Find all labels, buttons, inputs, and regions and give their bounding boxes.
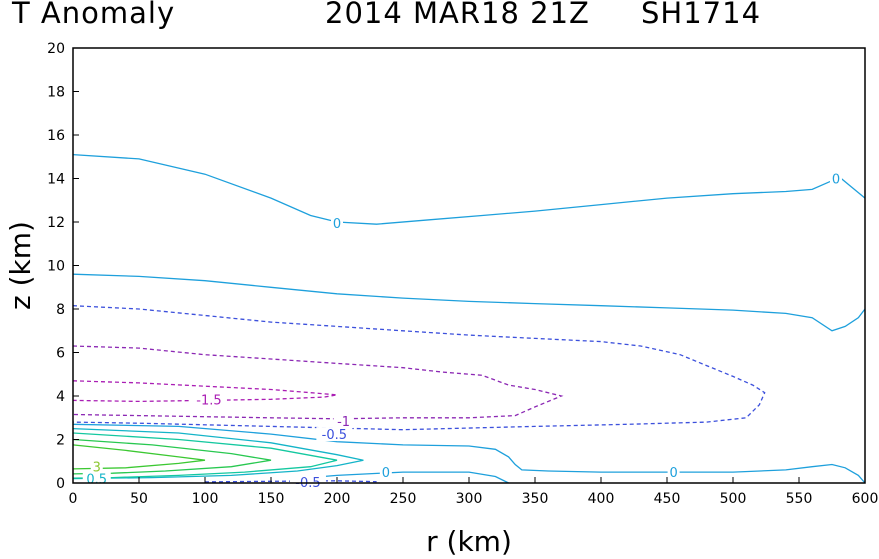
y-axis-label: z (km) xyxy=(4,221,37,310)
x-tick-label: 500 xyxy=(720,491,747,507)
x-tick-label: 150 xyxy=(258,491,285,507)
contour-line-0 xyxy=(72,153,866,225)
contour-label-0: 0 xyxy=(333,217,341,232)
contour-label-4: -1.5 xyxy=(196,393,221,408)
title-date: 2014 MAR18 21Z xyxy=(325,0,590,30)
y-tick-label: 12 xyxy=(47,215,65,231)
contour-label-bg-0 xyxy=(331,216,343,231)
contour-label-9: 0.5 xyxy=(86,473,107,488)
x-tick-label: 50 xyxy=(130,491,148,507)
contour-label-bg-9 xyxy=(82,471,111,486)
x-axis-ticks: 0 50 100 150 200 250 300 350 400 450 500 550 600 xyxy=(69,477,879,507)
contour-label-bg-5 xyxy=(333,414,354,429)
x-tick-label: 0 xyxy=(69,491,78,507)
x-tick-label: 100 xyxy=(192,491,219,507)
contour-label-6: -0.5 xyxy=(322,428,347,443)
y-tick-label: 18 xyxy=(47,85,65,101)
x-tick-label: 550 xyxy=(786,491,813,507)
y-tick-label: 6 xyxy=(56,346,65,362)
contour-label-bg-8 xyxy=(90,459,103,474)
contour-label-bg-3 xyxy=(667,465,680,480)
contour-label-8: 3 xyxy=(93,461,101,476)
contour-line-1 xyxy=(72,273,866,332)
title-variable: T Anomaly xyxy=(12,0,176,30)
y-tick-label: 16 xyxy=(47,128,65,144)
x-tick-label: 200 xyxy=(324,491,351,507)
contour-line-9 xyxy=(72,438,272,475)
contour-line-7 xyxy=(72,427,364,480)
y-tick-label: 8 xyxy=(56,302,65,318)
x-tick-label: 400 xyxy=(588,491,615,507)
x-tick-label: 450 xyxy=(654,491,681,507)
contour-label-bg-7 xyxy=(289,474,326,489)
contour-line-10 xyxy=(72,444,206,470)
contour-line-6 xyxy=(297,471,509,484)
contour-line-2 xyxy=(72,305,766,431)
x-tick-label: 300 xyxy=(456,491,483,507)
contour-label-3: 0 xyxy=(669,466,677,481)
y-tick-label: 4 xyxy=(56,389,65,405)
y-tick-label: 14 xyxy=(47,172,65,188)
contour-line-5 xyxy=(72,423,866,484)
contour-labels: 000 0-1.5-1-0.5-0.530.5 xyxy=(82,171,842,491)
y-axis-ticks: 0 2 4 6 8 10 12 14 16 18 20 xyxy=(47,41,79,492)
contour-label-1: 0 xyxy=(832,173,840,188)
plot-title: T Anomaly 2014 MAR18 21Z SH1714 xyxy=(12,0,872,36)
x-tick-label: 350 xyxy=(522,491,549,507)
x-axis-label: r (km) xyxy=(426,525,512,558)
contour-label-bg-4 xyxy=(190,392,227,407)
x-tick-label: 600 xyxy=(852,491,879,507)
contour-label-bg-1 xyxy=(829,171,842,186)
contour-label-5: -1 xyxy=(337,415,350,430)
title-storm: SH1714 xyxy=(641,0,762,30)
y-tick-label: 20 xyxy=(47,41,65,57)
contour-line-8 xyxy=(72,432,338,479)
y-tick-label: 0 xyxy=(56,476,65,492)
y-tick-label: 2 xyxy=(56,433,65,449)
contour-line-3 xyxy=(72,345,564,420)
contour-label-bg-2 xyxy=(379,465,392,480)
contour-lines xyxy=(72,153,866,484)
y-tick-label: 10 xyxy=(47,259,65,275)
contour-label-bg-6 xyxy=(316,427,353,442)
contour-label-2: 0 xyxy=(382,466,390,481)
x-tick-label: 250 xyxy=(390,491,417,507)
